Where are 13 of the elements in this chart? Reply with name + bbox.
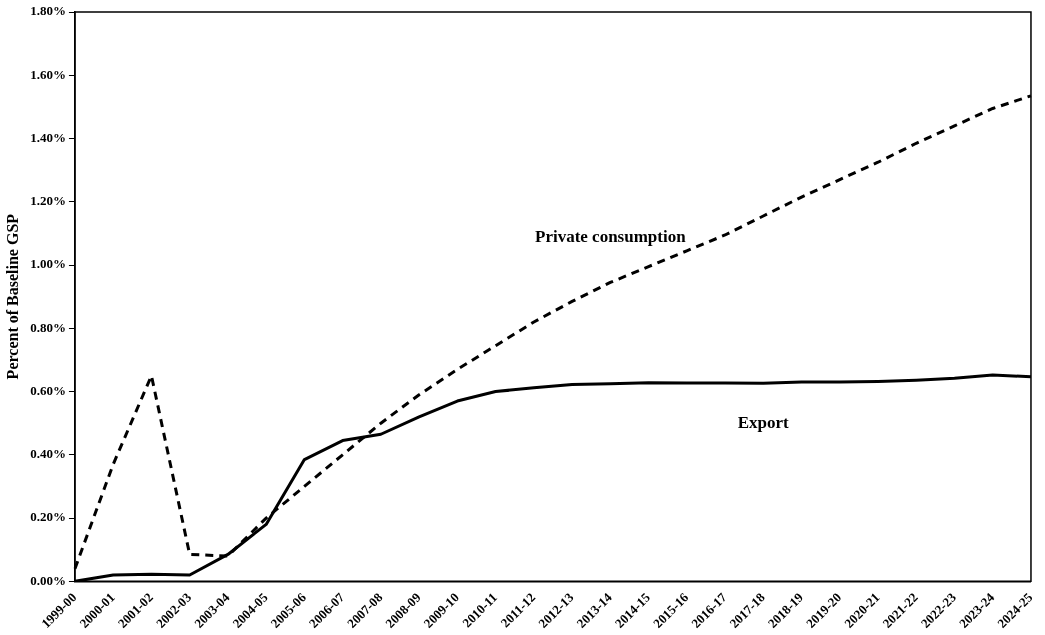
- y-tick-label: 1.20%: [30, 193, 66, 209]
- y-axis-title: Percent of Baseline GSP: [3, 213, 21, 380]
- y-tick-label: 1.80%: [30, 3, 66, 19]
- y-tick-label: 0.40%: [30, 446, 66, 462]
- y-tick-label: 0.80%: [30, 319, 66, 335]
- y-tick-label: 1.60%: [30, 66, 66, 82]
- y-tick-label: 0.20%: [30, 509, 66, 525]
- y-tick-label: 1.00%: [30, 256, 66, 272]
- y-tick-label: 0.00%: [30, 572, 66, 588]
- series-label: Private consumption: [535, 227, 687, 247]
- y-tick-label: 0.60%: [30, 382, 66, 398]
- y-tick-label: 1.40%: [30, 129, 66, 145]
- series-label: Export: [737, 413, 790, 433]
